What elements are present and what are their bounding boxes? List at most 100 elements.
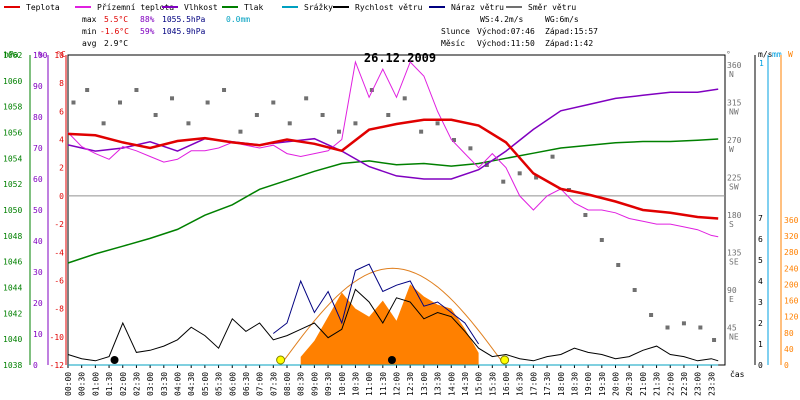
tick-label-ms: 4	[758, 277, 763, 286]
tick-label-dir-name: NE	[729, 333, 739, 342]
tick-label-w: 120	[784, 313, 799, 322]
tick-label-hpa: 1058	[3, 103, 22, 112]
tick-label-dir-name: SE	[729, 258, 739, 267]
wind-direction-point	[254, 113, 259, 117]
tick-label-w: 360	[784, 216, 799, 225]
wind-direction-point	[632, 288, 637, 292]
legend-label: Tlak	[244, 3, 263, 12]
pressure-line	[67, 138, 719, 264]
tick-label-ms: 1	[758, 340, 763, 349]
axis-title-cas: čas	[730, 369, 745, 379]
stats-max-rain: 0.0mm	[226, 15, 250, 24]
tick-label-degc: 8	[59, 79, 64, 88]
wind-direction-point	[681, 321, 686, 326]
stats-min-press: 1045.9hPa	[162, 27, 206, 36]
tick-label-hpa: 1054	[3, 154, 22, 163]
tick-label-dir-name: N	[729, 70, 734, 79]
x-tick-label: 09:30	[324, 372, 333, 396]
tick-label-dir-name: W	[729, 145, 734, 154]
wind-direction-point	[712, 338, 717, 342]
tick-label-hpa: 1046	[3, 258, 22, 267]
wind-direction-point	[353, 121, 358, 126]
tick-label-hpa: 1042	[3, 309, 22, 318]
moonrise-marker	[387, 356, 396, 364]
wind-direction-point	[118, 100, 123, 105]
plot-area	[67, 60, 719, 366]
axis-title-hpa: hPa	[4, 50, 19, 59]
stats-max-press: 1055.5hPa	[162, 15, 206, 24]
x-tick-label: 05:00	[201, 372, 210, 396]
x-tick-label: 18:30	[570, 372, 579, 396]
tick-label-pct: 90	[33, 82, 43, 91]
axis-title-mm: mm	[772, 50, 782, 59]
tick-label-hpa: 1062	[3, 51, 22, 60]
tick-label-hpa: 1052	[3, 180, 22, 189]
tick-label-hpa: 1060	[3, 77, 22, 86]
wind-direction-point	[665, 325, 670, 330]
wind-direction-point	[649, 313, 654, 317]
tick-label-hpa: 1044	[3, 284, 22, 293]
x-tick-label: 14:30	[461, 372, 470, 396]
info-moonrise: Východ:11:50	[477, 39, 535, 48]
x-tick-label: 04:00	[174, 372, 183, 396]
tick-label-w: 160	[784, 297, 799, 306]
wind-direction-point	[287, 121, 292, 126]
tick-label-degc: -4	[54, 248, 64, 257]
x-tick-label: 07:30	[269, 372, 278, 396]
x-tick-label: 00:30	[78, 372, 87, 396]
info-sunset: Západ:15:57	[545, 27, 598, 36]
tick-label-ms: 6	[758, 235, 763, 244]
legend-label: Vlhkost	[184, 3, 218, 12]
stats-min-hum: 59%	[140, 27, 155, 36]
tick-label-degc: 6	[59, 107, 64, 116]
wind-direction-point	[550, 154, 555, 159]
x-tick-label: 08:00	[283, 372, 292, 396]
wind-direction-point	[501, 179, 506, 184]
x-tick-label: 17:30	[543, 372, 552, 396]
axis-title-pct: %	[38, 50, 43, 59]
tick-label-w: 40	[784, 345, 794, 354]
wind-direction-point	[583, 213, 588, 217]
info-wg: WG:6m/s	[545, 15, 579, 24]
tick-label-dir: 45	[727, 324, 737, 333]
wind-direction-point	[386, 113, 391, 117]
x-tick-label: 02:30	[132, 372, 141, 396]
tick-label-dir: 135	[727, 249, 742, 258]
x-tick-label: 11:00	[365, 372, 374, 396]
tick-label-ms: 2	[758, 319, 763, 328]
tick-label-ms: 0	[758, 361, 763, 370]
wind-direction-point	[222, 88, 227, 92]
tick-label-pct: 60	[33, 175, 43, 184]
tick-label-hpa: 1056	[3, 129, 22, 138]
stats-min-temp: -1.6°C	[100, 27, 129, 36]
tick-label-pct: 70	[33, 144, 43, 153]
sun-arc	[280, 267, 506, 366]
wind-direction-point	[71, 100, 76, 105]
x-tick-label: 21:30	[653, 372, 662, 396]
tick-label-ms: 5	[758, 256, 763, 265]
tick-label-hpa: 1048	[3, 232, 22, 241]
tick-label-hpa: 1050	[3, 206, 22, 215]
tick-label-ms: 3	[758, 298, 763, 307]
tick-label-pct: 30	[33, 268, 43, 277]
x-tick-label: 10:30	[351, 372, 360, 396]
tick-label-w: 240	[784, 264, 799, 273]
x-tick-label: 19:30	[598, 372, 607, 396]
info-ws: WS:4.2m/s	[480, 15, 524, 24]
tick-label-w: 280	[784, 248, 799, 257]
x-tick-label: 19:00	[584, 372, 593, 396]
legend: Teplota Přízemní teplota Vlhkost Tlak Srážky…	[4, 3, 576, 12]
tick-label-hpa: 1038	[3, 361, 22, 370]
tick-label-degc: -12	[50, 361, 65, 370]
x-tick-label: 03:00	[146, 372, 155, 396]
stats-avg-temp: 2.9°C	[104, 39, 128, 48]
tick-label-ms: 7	[758, 214, 763, 223]
humidity-line	[67, 88, 719, 180]
x-tick-label: 11:30	[379, 372, 388, 396]
wind-direction-point	[134, 88, 139, 92]
x-tick-label: 03:30	[160, 372, 169, 396]
x-tick-label: 10:00	[338, 372, 347, 396]
x-tick-label: 01:30	[105, 372, 114, 396]
x-tick-label: 22:30	[680, 372, 689, 396]
